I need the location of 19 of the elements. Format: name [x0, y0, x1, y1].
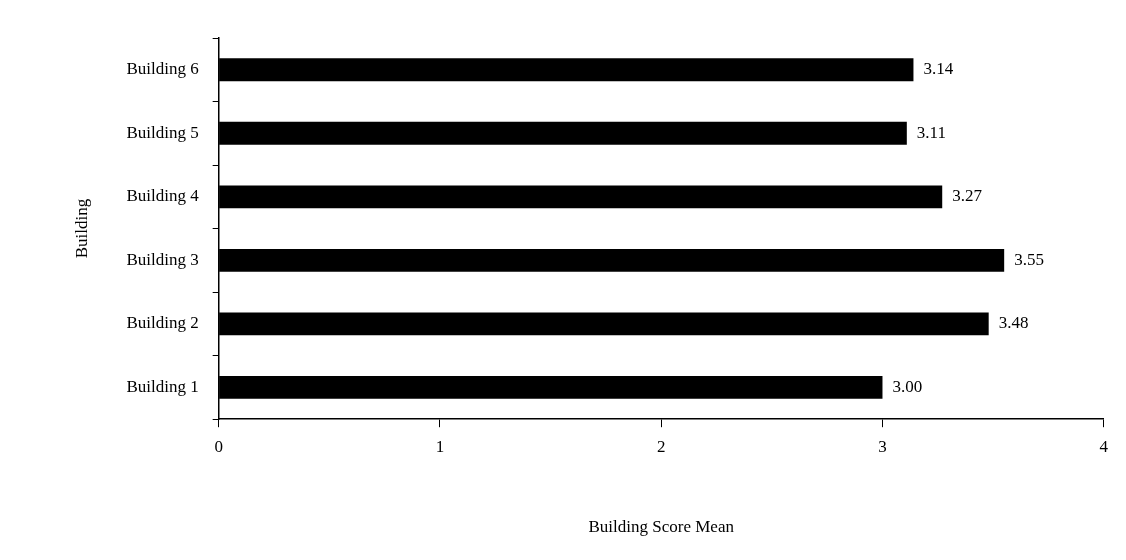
y-tick-label: Building 2	[126, 313, 199, 333]
x-axis-title: Building Score Mean	[588, 517, 735, 537]
data-label: 3.14	[923, 59, 954, 79]
y-tick-label: Building 5	[126, 122, 199, 142]
data-label: 3.11	[916, 122, 946, 142]
y-tick-label: Building 6	[126, 59, 199, 79]
y-tick-label: Building 4	[126, 186, 200, 206]
y-axis-title: Building	[71, 198, 91, 259]
y-tick-label: Building 1	[126, 376, 199, 396]
data-label: 3.55	[1014, 249, 1044, 269]
y-tick-label: Building 3	[126, 249, 199, 269]
data-label: 3.48	[998, 313, 1029, 333]
data-label: 3.27	[952, 186, 983, 206]
data-label: 3.00	[892, 376, 923, 396]
x-tick-label: 3	[878, 436, 887, 456]
x-tick-label: 2	[656, 436, 666, 456]
x-tick-label: 1	[435, 436, 445, 456]
x-tick-label: 0	[214, 436, 223, 456]
x-tick-label: 4	[1099, 436, 1109, 456]
